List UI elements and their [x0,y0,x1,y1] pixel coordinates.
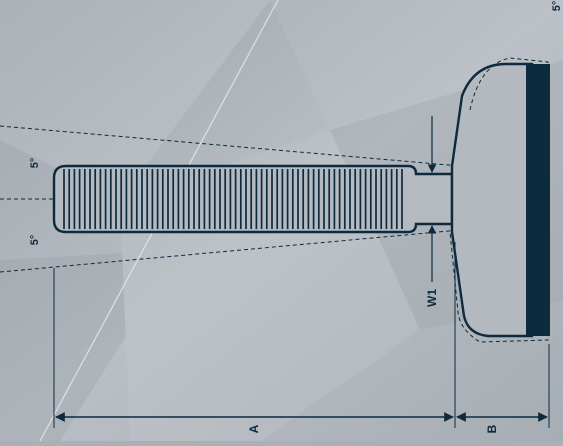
angle-guide-lines [0,125,461,273]
angle-top-label: 5° [29,158,41,169]
head-plate [526,64,550,336]
w1-label: W1 [425,289,439,307]
angle-corner-label: 5° [551,1,563,12]
dim-b-label: B [485,424,499,433]
bolt-head [449,57,550,343]
thread-lines [63,169,403,229]
extension-lines [53,242,550,428]
angle-bottom-label: 5° [29,235,41,246]
bolt-shank [52,164,454,234]
dim-a-label: A [247,424,261,433]
